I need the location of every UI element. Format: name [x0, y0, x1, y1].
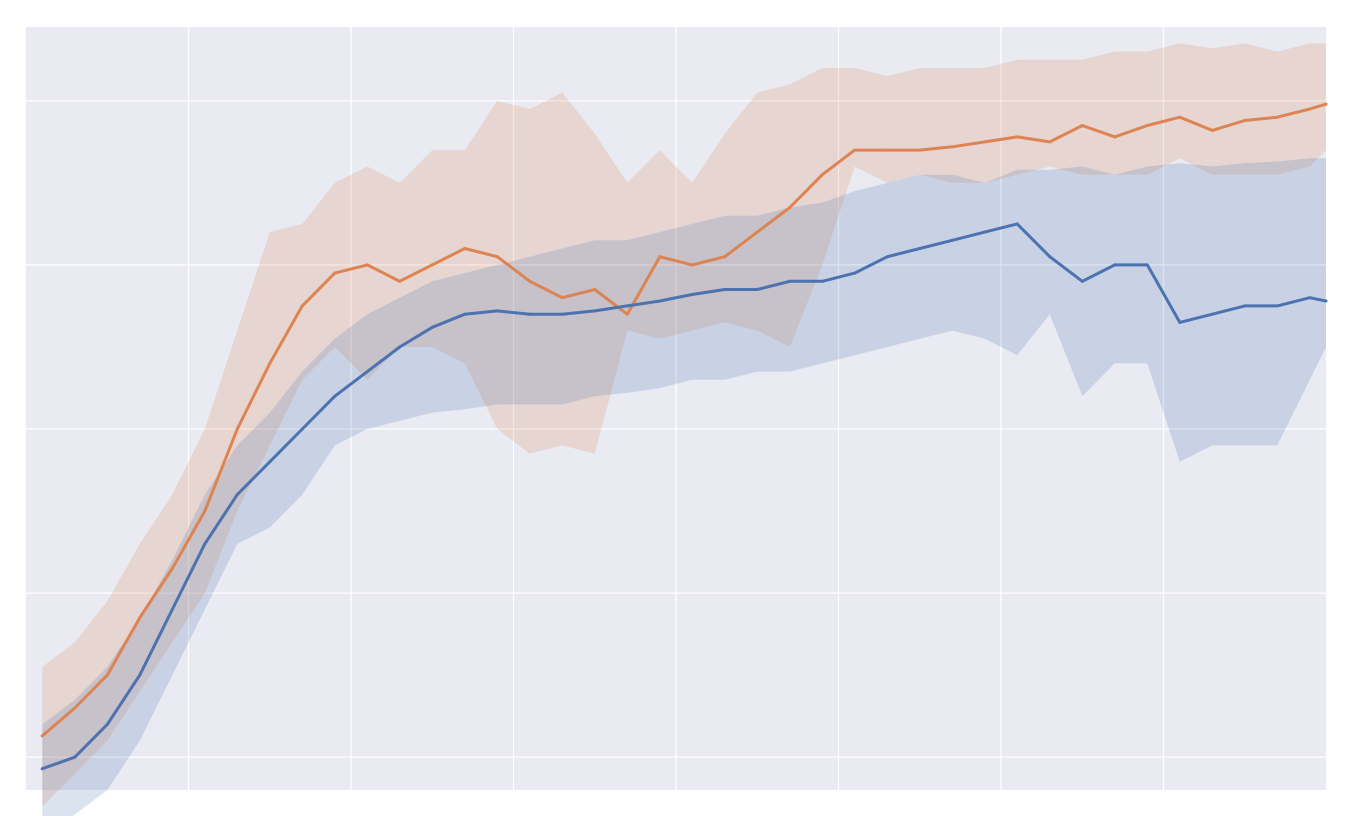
- blue-data-point: [625, 304, 629, 308]
- orange-data-point: [1275, 115, 1279, 119]
- blue-data-point: [1048, 255, 1052, 259]
- orange-data-point: [170, 567, 174, 570]
- orange-data-point: [1324, 102, 1328, 106]
- blue-data-point: [333, 394, 337, 398]
- orange-data-point: [1015, 135, 1019, 139]
- orange-data-point: [690, 263, 694, 267]
- orange-data-point: [235, 427, 239, 431]
- orange-data-point: [398, 279, 402, 283]
- orange-data-point: [105, 673, 109, 677]
- blue-data-point: [495, 309, 499, 313]
- orange-data-point: [1178, 115, 1182, 119]
- blue-data-point: [528, 312, 532, 316]
- blue-data-point: [398, 345, 402, 349]
- orange-data-point: [430, 263, 434, 267]
- blue-data-point: [40, 767, 44, 771]
- orange-data-point: [1080, 124, 1084, 127]
- orange-data-point: [528, 279, 532, 283]
- confidence-bands: [42, 43, 1326, 816]
- orange-data-point: [300, 304, 304, 308]
- blue-confidence-band: [42, 158, 1326, 816]
- blue-data-point: [983, 230, 987, 234]
- blue-data-point: [430, 325, 434, 329]
- orange-data-point: [40, 734, 44, 738]
- blue-data-point: [463, 312, 467, 316]
- orange-data-point: [755, 230, 759, 234]
- blue-data-point: [170, 608, 174, 611]
- blue-data-point: [1275, 304, 1279, 308]
- blue-data-point: [658, 299, 662, 303]
- blue-data-point: [723, 288, 727, 291]
- blue-data-point: [755, 288, 759, 291]
- blue-data-point: [560, 312, 564, 316]
- orange-data-point: [1145, 124, 1149, 127]
- orange-data-point: [658, 255, 662, 259]
- blue-data-point: [300, 427, 304, 431]
- blue-data-point: [1145, 263, 1149, 267]
- blue-data-point: [918, 247, 922, 250]
- orange-data-point: [885, 148, 889, 152]
- orange-data-point: [1243, 119, 1247, 122]
- blue-data-point: [593, 309, 597, 313]
- blue-data-point: [365, 370, 369, 374]
- blue-data-point: [1243, 304, 1247, 308]
- orange-data-point: [950, 145, 954, 149]
- blue-data-point: [950, 238, 954, 242]
- blue-data-point: [853, 271, 857, 275]
- blue-data-point: [203, 542, 207, 546]
- orange-data-point: [1048, 140, 1052, 144]
- orange-data-point: [1113, 135, 1117, 139]
- blue-data-point: [268, 460, 272, 464]
- blue-data-point: [690, 293, 694, 296]
- blue-data-point: [138, 673, 142, 677]
- orange-data-point: [138, 616, 142, 620]
- orange-data-point: [333, 271, 337, 275]
- orange-data-point: [983, 140, 987, 144]
- orange-data-point: [918, 148, 922, 152]
- blue-data-point: [73, 755, 77, 759]
- orange-data-point: [495, 255, 499, 259]
- blue-data-point: [820, 279, 824, 283]
- orange-data-point: [853, 148, 857, 152]
- blue-data-point: [1210, 312, 1214, 316]
- grid: [26, 27, 1326, 790]
- blue-data-point: [105, 722, 109, 726]
- orange-data-point: [560, 296, 564, 300]
- orange-data-point: [268, 361, 272, 365]
- orange-data-point: [203, 509, 207, 513]
- blue-data-point: [1178, 320, 1182, 324]
- orange-data-point: [73, 706, 77, 710]
- orange-data-point: [1210, 128, 1214, 132]
- blue-data-point: [1113, 263, 1117, 267]
- orange-data-point: [593, 288, 597, 291]
- series-lines: [40, 102, 1328, 771]
- orange-data-point: [625, 312, 629, 316]
- orange-data-point: [788, 206, 792, 209]
- blue-data-point: [788, 279, 792, 283]
- blue-data-point: [885, 255, 889, 259]
- orange-data-point: [365, 263, 369, 267]
- blue-data-point: [1324, 299, 1328, 303]
- blue-data-point: [1080, 279, 1084, 283]
- orange-data-point: [463, 247, 467, 250]
- orange-data-point: [723, 255, 727, 259]
- orange-confidence-band: [42, 43, 1326, 807]
- blue-data-point: [1015, 222, 1019, 226]
- orange-data-point: [820, 173, 824, 177]
- blue-data-point: [235, 493, 239, 497]
- blue-data-point: [1308, 296, 1312, 300]
- orange-data-point: [1308, 107, 1312, 111]
